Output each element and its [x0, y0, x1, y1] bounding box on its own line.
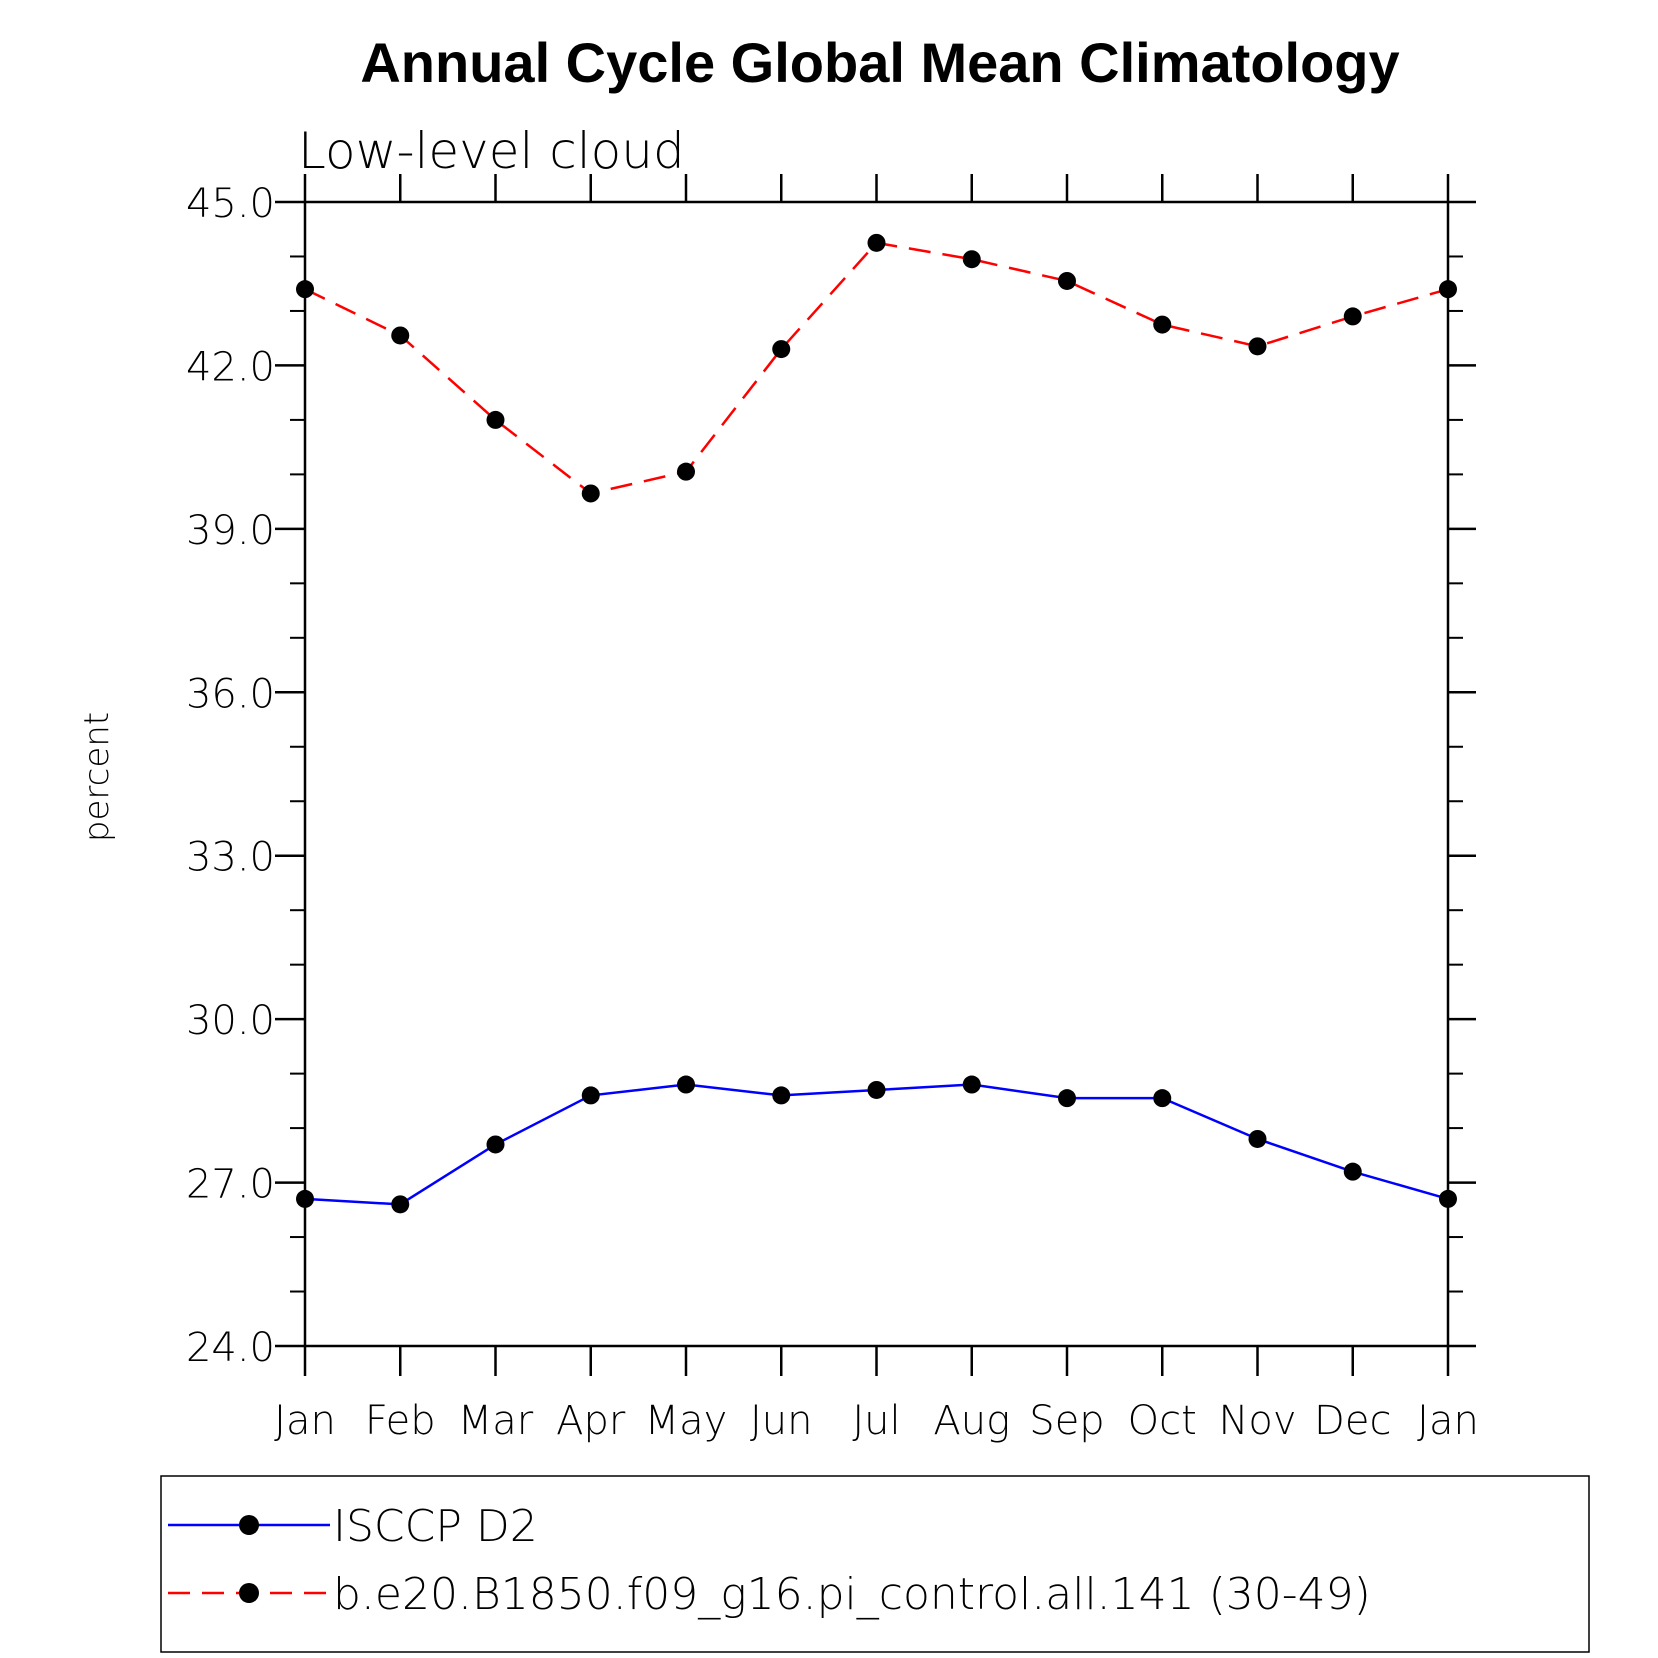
plot-border [303, 200, 1450, 1348]
data-point [1343, 307, 1362, 326]
x-tick-label: Sep [1029, 1398, 1104, 1444]
data-point [962, 1075, 981, 1094]
data-point [772, 1086, 791, 1105]
series-line [304, 241, 1449, 495]
x-tick-label: Jan [1417, 1398, 1479, 1444]
plot-frame [303, 200, 1450, 1348]
data-point [1058, 1089, 1076, 1108]
data-point [677, 1075, 695, 1094]
y-tick-label: 36.0 [186, 671, 275, 717]
axis-ticks: 24.0 27.0 30.0 33.0 36.0 39.0 42.0 45.0 Jan Feb Ma… [186, 174, 1479, 1444]
series-line [304, 1083, 1449, 1206]
legend: ISCCP D2 b.e20.B1850.f09_g16.pi_control.a… [160, 1475, 1590, 1653]
x-tick-label: Jul [852, 1398, 900, 1444]
legend-label: ISCCP D2 [333, 1501, 538, 1552]
chart-title: Annual Cycle Global Mean Climatology [360, 31, 1399, 94]
legend-swatch-marker [239, 1515, 259, 1535]
data-point [1153, 1089, 1172, 1108]
x-tick-label: Aug [933, 1398, 1010, 1444]
x-tick-label: Jan [274, 1398, 336, 1444]
data-point [391, 326, 410, 345]
data-point [486, 1135, 505, 1154]
x-tick-label: Mar [458, 1398, 534, 1444]
y-tick-label: 39.0 [186, 508, 275, 554]
data-point [1439, 1189, 1457, 1208]
data-point [296, 1189, 314, 1208]
series-0 [296, 1075, 1457, 1214]
data-point [581, 484, 600, 503]
x-tick-label: Nov [1218, 1398, 1296, 1444]
series-layer [296, 233, 1457, 1214]
data-point [772, 340, 791, 359]
data-point [962, 250, 981, 269]
y-tick-label: 30.0 [186, 998, 275, 1044]
legend-swatch-marker [239, 1583, 259, 1603]
x-tick-label: Feb [365, 1398, 436, 1444]
data-point [296, 280, 314, 299]
legend-label: b.e20.B1850.f09_g16.pi_control.all.141 (… [333, 1569, 1371, 1620]
data-point [1343, 1162, 1362, 1181]
data-point [581, 1086, 600, 1105]
y-tick-label: 33.0 [186, 835, 275, 881]
data-point [867, 233, 886, 252]
x-tick-label: Oct [1128, 1398, 1197, 1444]
y-tick-label: 45.0 [186, 181, 275, 227]
series-1 [296, 233, 1457, 503]
chart-subtitle: Low-level cloud [298, 122, 685, 180]
y-tick-label: 42.0 [186, 344, 275, 390]
data-point [1153, 315, 1172, 334]
x-tick-label: Apr [556, 1398, 626, 1444]
data-point [391, 1195, 410, 1214]
data-point [1439, 280, 1457, 299]
data-point [486, 410, 505, 429]
data-point [1058, 271, 1076, 290]
data-point [677, 462, 695, 481]
x-tick-label: May [645, 1398, 728, 1444]
y-tick-label: 24.0 [186, 1325, 275, 1371]
data-point [867, 1080, 886, 1099]
data-point [1248, 337, 1267, 356]
x-tick-label: Dec [1314, 1398, 1391, 1444]
y-axis-label: percent [77, 712, 117, 842]
legend-box [160, 1475, 1590, 1653]
data-point [1248, 1129, 1267, 1148]
y-tick-label: 27.0 [186, 1162, 275, 1208]
x-tick-label: Jun [750, 1398, 813, 1444]
